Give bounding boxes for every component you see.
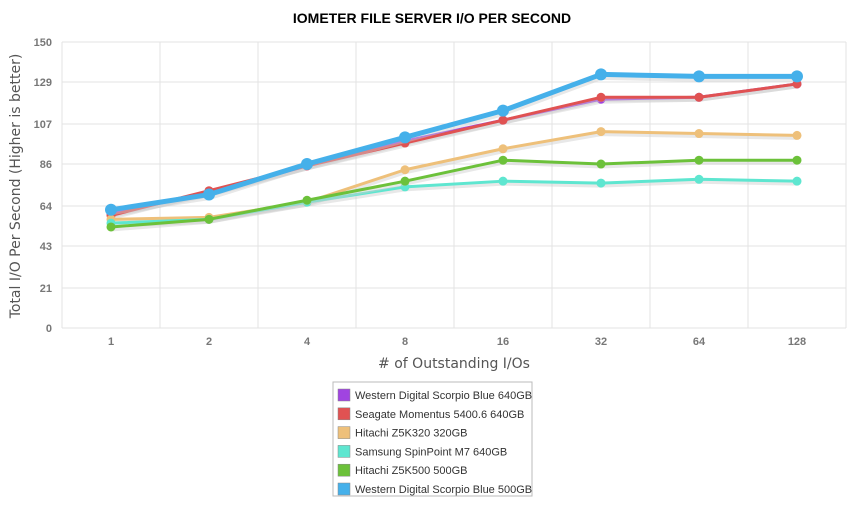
series-4	[106, 155, 802, 232]
data-point	[596, 127, 606, 137]
data-point	[596, 178, 606, 188]
legend-label: Western Digital Scorpio Blue 500GB	[355, 484, 532, 496]
legend-swatch	[337, 445, 351, 458]
x-tick-label: 1	[108, 336, 114, 348]
y-axis-title: Total I/O Per Second (Higher is better)	[8, 54, 24, 320]
data-point	[301, 158, 313, 171]
legend-box	[332, 381, 533, 497]
legend-label: Hitachi Z5K320 320GB	[355, 428, 468, 440]
data-point	[596, 159, 606, 169]
x-axis-title: # of Outstanding I/Os	[378, 356, 530, 372]
legend-label: Seagate Momentus 5400.6 640GB	[355, 409, 524, 421]
data-point	[400, 176, 410, 186]
x-tick-label: 4	[304, 336, 311, 348]
data-point	[399, 131, 411, 144]
y-tick-label: 64	[40, 201, 53, 213]
series-line	[110, 82, 798, 217]
legend-label: Hitachi Z5K500 500GB	[355, 465, 468, 477]
data-point	[400, 165, 410, 175]
legend-swatch	[337, 482, 351, 496]
data-point	[204, 214, 214, 224]
data-point	[792, 155, 802, 165]
data-point	[792, 130, 802, 140]
series-lines	[105, 68, 803, 232]
x-tick-label: 32	[595, 336, 607, 348]
series-line-shadow	[110, 159, 797, 232]
data-point	[693, 70, 705, 83]
y-tick-label: 0	[46, 323, 52, 335]
data-point	[106, 222, 116, 232]
legend-label: Western Digital Scorpio Blue 640GB	[355, 390, 532, 402]
data-point	[694, 92, 704, 102]
data-point	[498, 144, 508, 154]
data-point	[497, 104, 509, 117]
y-tick-label: 21	[40, 283, 52, 295]
data-point	[595, 68, 607, 81]
chart-title: IOMETER FILE SERVER I/O PER SECOND	[293, 10, 571, 26]
series-line	[110, 158, 797, 229]
data-point	[498, 176, 508, 186]
y-axis-ticks: 0 21 43 64 86 107 129 150	[34, 37, 53, 335]
grid	[61, 41, 847, 329]
data-point	[694, 155, 704, 165]
data-point	[498, 115, 508, 125]
x-tick-label: 8	[402, 336, 408, 348]
y-tick-label: 129	[34, 77, 52, 89]
legend-swatch	[337, 388, 351, 402]
data-point	[302, 195, 312, 205]
data-point	[792, 176, 802, 186]
y-tick-label: 43	[40, 241, 52, 253]
x-tick-label: 16	[497, 336, 509, 348]
y-tick-label: 107	[34, 119, 52, 131]
x-axis-ticks: 1 2 4 8 16 32 64 128	[108, 336, 806, 348]
data-point	[694, 129, 704, 139]
series-line-shadow	[110, 178, 798, 228]
legend-swatch	[337, 407, 351, 421]
legend-label: Samsung SpinPoint M7 640GB	[355, 446, 507, 458]
data-point	[203, 188, 215, 201]
legend-swatch	[337, 463, 351, 477]
series-line	[110, 71, 797, 213]
legend-swatch	[337, 426, 351, 439]
legend: Western Digital Scorpio Blue 640GB Seagat…	[332, 381, 533, 497]
x-tick-label: 2	[206, 336, 212, 348]
series-5	[105, 68, 803, 216]
data-point	[498, 155, 508, 165]
x-tick-label: 64	[693, 336, 706, 348]
y-tick-label: 150	[34, 37, 52, 49]
x-tick-label: 128	[788, 336, 806, 348]
data-point	[596, 92, 606, 102]
y-tick-label: 86	[40, 159, 52, 171]
data-point	[105, 203, 117, 216]
data-point	[791, 70, 803, 83]
data-point	[694, 174, 704, 184]
